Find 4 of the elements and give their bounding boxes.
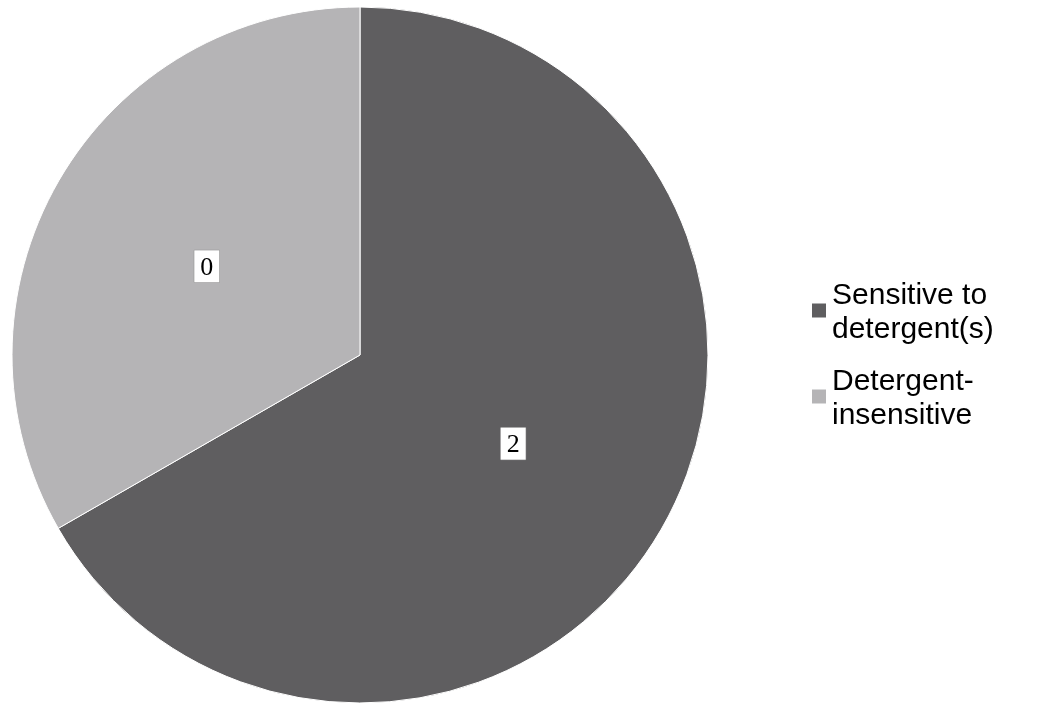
legend-label: Sensitive to detergent(s) — [832, 277, 996, 344]
text: 2 — [506, 429, 520, 459]
text: 0 — [200, 251, 214, 281]
legend-label: Detergent-insensitive — [832, 363, 974, 430]
